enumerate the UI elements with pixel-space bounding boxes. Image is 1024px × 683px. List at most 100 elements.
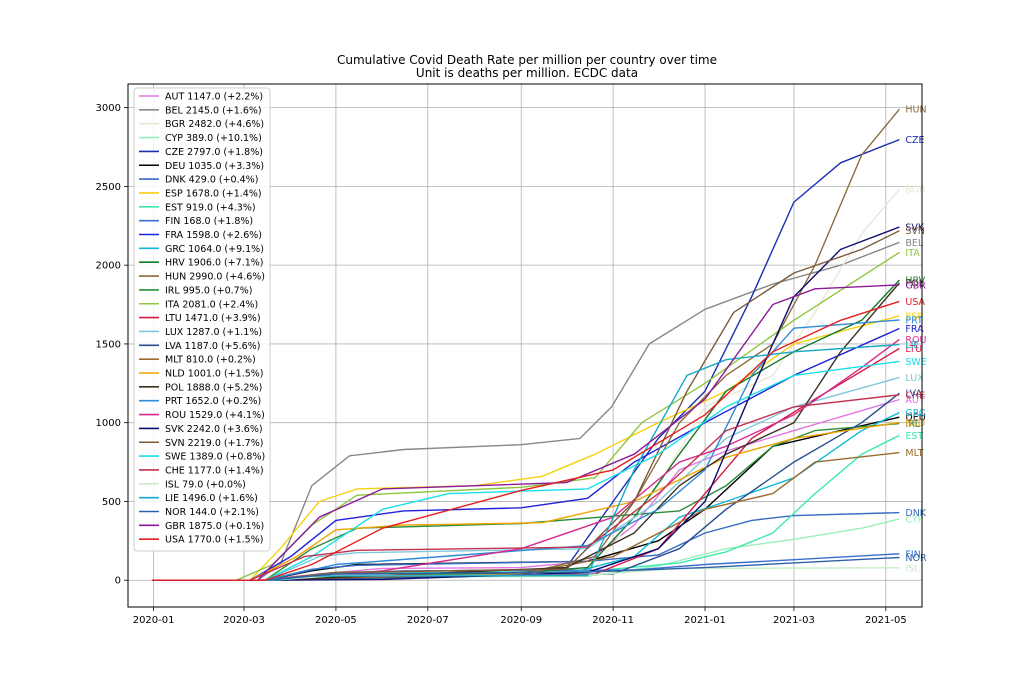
- end-label-dnk: DNK: [905, 508, 926, 519]
- legend-entry: CYP 389.0 (+10.1%): [165, 133, 262, 144]
- end-label-lux: LUX: [905, 373, 924, 384]
- legend-entry: SVN 2219.0 (+1.7%): [165, 438, 263, 449]
- end-label-svn: SVN: [905, 226, 925, 237]
- legend-entry: CHE 1177.0 (+1.4%): [165, 465, 264, 476]
- series-line-ita: [152, 251, 900, 581]
- legend-entry: AUT 1147.0 (+2.2%): [165, 92, 263, 103]
- end-label-nor: NOR: [905, 553, 927, 564]
- y-tick-label: 500: [102, 497, 121, 508]
- end-label-isl: ISL: [905, 563, 920, 574]
- legend-entry: MLT 810.0 (+0.2%): [165, 355, 256, 366]
- legend-entry: LUX 1287.0 (+1.1%): [165, 327, 262, 338]
- end-label-lie: LIE: [905, 340, 919, 351]
- end-label-rou: ROU: [905, 335, 926, 346]
- y-tick-label: 3000: [96, 103, 121, 114]
- legend-entry: LTU 1471.0 (+3.9%): [165, 313, 261, 324]
- x-tick-label: 2021-05: [865, 615, 907, 626]
- x-tick-label: 2020-01: [133, 615, 175, 626]
- x-tick-label: 2021-01: [684, 615, 726, 626]
- series-line-svk: [152, 226, 900, 581]
- legend-entry: LVA 1187.0 (+5.6%): [165, 341, 260, 352]
- series-line-gbr: [152, 284, 900, 581]
- legend-entry: GRC 1064.0 (+9.1%): [165, 244, 264, 255]
- series-line-nld: [152, 421, 900, 581]
- legend: AUT 1147.0 (+2.2%) BEL 2145.0 (+1.6%) BGR …: [133, 87, 271, 552]
- end-label-fin: FIN: [905, 549, 920, 560]
- y-tick-label: 2000: [96, 261, 121, 272]
- y-tick-label: 1500: [96, 339, 121, 350]
- legend-entry: EST 919.0 (+4.3%): [165, 202, 256, 213]
- end-label-pol: POL: [905, 278, 924, 289]
- y-tick-label: 2500: [96, 182, 121, 193]
- end-label-gbr: GBR: [905, 280, 926, 291]
- chart-title: Cumulative Covid Death Rate per million …: [337, 53, 717, 67]
- end-label-hrv: HRV: [905, 275, 925, 286]
- end-label-bel: BEL: [905, 238, 924, 249]
- plot-frame: [127, 83, 923, 608]
- end-label-deu: DEU: [905, 413, 925, 424]
- end-label-ltu: LTU: [905, 344, 922, 355]
- legend-entry: CZE 2797.0 (+1.8%): [165, 147, 263, 158]
- series-lines: [152, 108, 900, 581]
- legend-entry: SVK 2242.0 (+3.6%): [165, 424, 263, 435]
- end-label-cze: CZE: [905, 135, 924, 146]
- end-label-nld: NLD: [905, 418, 925, 429]
- end-label-mlt: MLT: [905, 448, 923, 459]
- legend-entry: FRA 1598.0 (+2.6%): [165, 230, 262, 241]
- end-label-svk: SVK: [905, 223, 925, 234]
- legend-entry: NLD 1001.0 (+1.5%): [165, 369, 264, 380]
- series-line-che: [152, 394, 900, 581]
- legend-entry: DNK 429.0 (+0.4%): [165, 175, 258, 186]
- legend-entry: LIE 1496.0 (+1.6%): [165, 493, 258, 504]
- end-label-irl: IRL: [905, 419, 920, 430]
- y-axis: 0 500 1000 1500 2000 2500 3000: [96, 103, 128, 587]
- legend-entry: ROU 1529.0 (+4.1%): [165, 410, 265, 421]
- y-tick-label: 1000: [96, 418, 121, 429]
- x-tick-label: 2020-09: [500, 615, 542, 626]
- legend-entry: SWE 1389.0 (+0.8%): [165, 452, 265, 463]
- x-tick-label: 2020-05: [315, 615, 357, 626]
- end-label-fra: FRA: [905, 324, 924, 335]
- series-end-labels: AUT BEL BGR CYP CZE DEU DNK ESP EST FIN FRA GRC HRV H…: [905, 105, 927, 575]
- legend-entry: PRT 1652.0 (+0.2%): [165, 396, 261, 407]
- legend-entry: NOR 144.0 (+2.1%): [165, 507, 259, 518]
- legend-entry: ITA 2081.0 (+2.4%): [165, 299, 258, 310]
- x-tick-label: 2020-11: [592, 615, 634, 626]
- end-label-cyp: CYP: [905, 514, 923, 525]
- legend-entry: USA 1770.0 (+1.5%): [165, 535, 263, 546]
- end-label-swe: SWE: [905, 357, 926, 368]
- legend-entry: BEL 2145.0 (+1.6%): [165, 105, 262, 116]
- series-line-fra: [152, 327, 900, 581]
- series-line-prt: [152, 319, 900, 581]
- legend-entry: HUN 2990.0 (+4.6%): [165, 272, 265, 283]
- end-label-aut: AUT: [905, 395, 924, 406]
- x-axis: 2020-01 2020-03 2020-05 2020-07 2020-09 2020-…: [133, 607, 907, 626]
- series-line-svn: [152, 230, 900, 581]
- end-label-ita: ITA: [905, 248, 920, 259]
- legend-entry: BGR 2482.0 (+4.6%): [165, 119, 264, 130]
- grid: [128, 84, 922, 607]
- chart-subtitle: Unit is deaths per million. ECDC data: [416, 66, 638, 80]
- legend-entry: POL 1888.0 (+5.2%): [165, 382, 262, 393]
- legend-entry: IRL 995.0 (+0.7%): [165, 285, 252, 296]
- end-label-hun: HUN: [905, 105, 926, 116]
- series-line-esp: [152, 315, 900, 581]
- series-line-usa: [152, 300, 900, 581]
- end-label-esp: ESP: [905, 311, 923, 322]
- end-label-usa: USA: [905, 297, 925, 308]
- x-tick-label: 2020-07: [407, 615, 449, 626]
- end-label-bgr: BGR: [905, 185, 926, 196]
- legend-entry: FIN 168.0 (+1.8%): [165, 216, 253, 227]
- end-label-prt: PRT: [905, 315, 923, 326]
- end-label-est: EST: [905, 431, 923, 442]
- end-label-grc: GRC: [905, 408, 925, 419]
- legend-box: [133, 87, 271, 552]
- x-tick-label: 2021-03: [773, 615, 815, 626]
- legend-entry: GBR 1875.0 (+0.1%): [165, 521, 264, 532]
- y-tick-label: 0: [115, 576, 121, 587]
- end-label-lva: LVA: [905, 389, 922, 400]
- legend-entry: ESP 1678.0 (+1.4%): [165, 188, 262, 199]
- legend-entry: ISL 79.0 (+0.0%): [165, 479, 246, 490]
- legend-entry: HRV 1906.0 (+7.1%): [165, 258, 264, 269]
